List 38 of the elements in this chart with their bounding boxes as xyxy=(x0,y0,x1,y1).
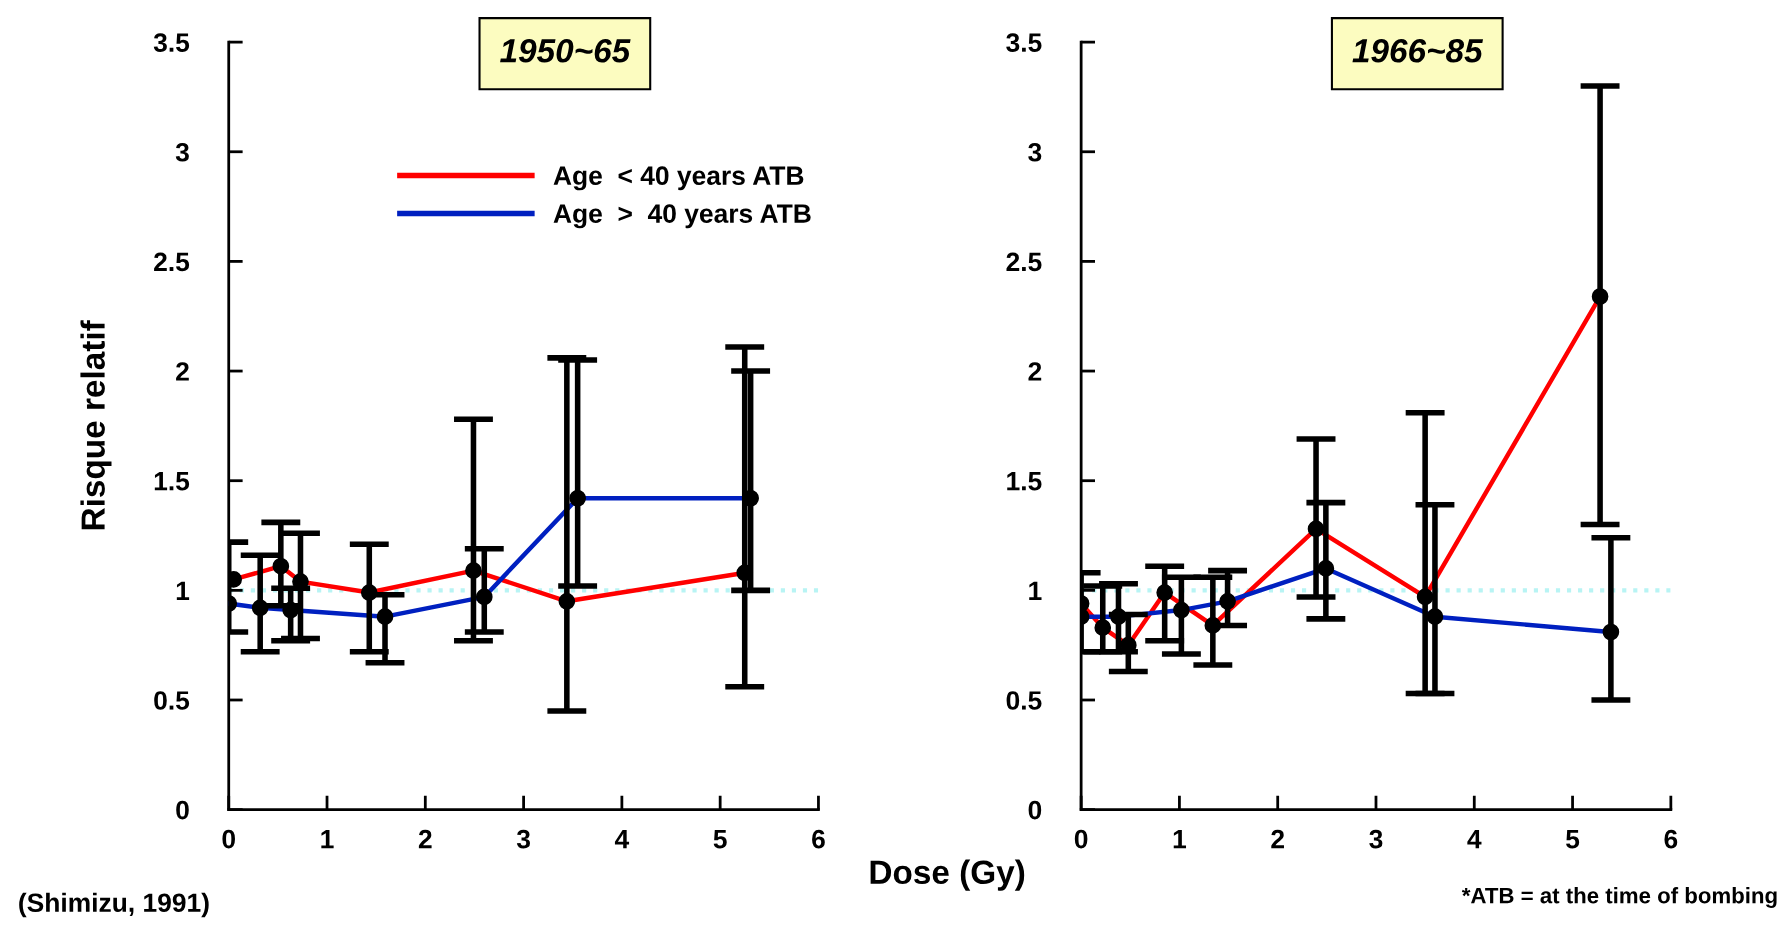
x-tick-label: 6 xyxy=(812,829,825,849)
x-tick-label: 1 xyxy=(321,830,334,849)
y-tick-label: 3.5 xyxy=(153,33,190,52)
x-tick-label: 2 xyxy=(1271,829,1284,849)
y-tick-label: 1 xyxy=(176,581,190,600)
x-tick-label: 5 xyxy=(1566,830,1580,849)
y-tick-label: 0 xyxy=(1028,800,1042,820)
x-tick-label: 1 xyxy=(1173,830,1187,849)
y-tick-label: 3 xyxy=(1028,142,1042,162)
legend-label: Age > 40 years ATB xyxy=(553,204,811,229)
y-tick-label: 2 xyxy=(1028,362,1042,381)
x-tick-label: 4 xyxy=(614,830,630,849)
x-tick-label: 0 xyxy=(1074,829,1088,849)
y-tick-label: 3 xyxy=(175,142,189,162)
x-tick-label: 5 xyxy=(713,830,727,849)
y-tick-label: 2.5 xyxy=(154,252,190,272)
y-tick-label: 2 xyxy=(176,362,189,381)
legend-label: Age < 40 years ATB xyxy=(553,166,804,191)
x-tick-label: 3 xyxy=(1369,829,1383,849)
x-tick-label: 3 xyxy=(516,829,530,849)
y-tick-label: 3.5 xyxy=(1006,33,1042,52)
text: (Shimizu, 1991) xyxy=(19,892,209,918)
y-tick-label: 0 xyxy=(176,800,189,820)
x-tick-label: 4 xyxy=(1467,830,1482,849)
chart-title: 1950~65 xyxy=(500,38,631,63)
y-tick-label: 0.5 xyxy=(154,691,190,710)
x-tick-label: 6 xyxy=(1664,829,1678,849)
y-tick-label: 2.5 xyxy=(1006,252,1042,272)
text: *ATB = at the time of bombing xyxy=(1461,887,1777,908)
chart-title: 1966~85 xyxy=(1352,38,1484,63)
x-tick-label: 0 xyxy=(222,829,235,849)
y-tick-label: 0.5 xyxy=(1006,691,1042,710)
x-tick-label: 2 xyxy=(418,829,432,849)
y-axis-title: Risque relatif xyxy=(80,320,112,530)
y-tick-label: 1.5 xyxy=(154,472,190,491)
x-axis-title: Dose (Gy) xyxy=(870,859,1025,891)
y-tick-label: 1 xyxy=(1029,581,1042,600)
y-tick-label: 1.5 xyxy=(1007,472,1042,491)
